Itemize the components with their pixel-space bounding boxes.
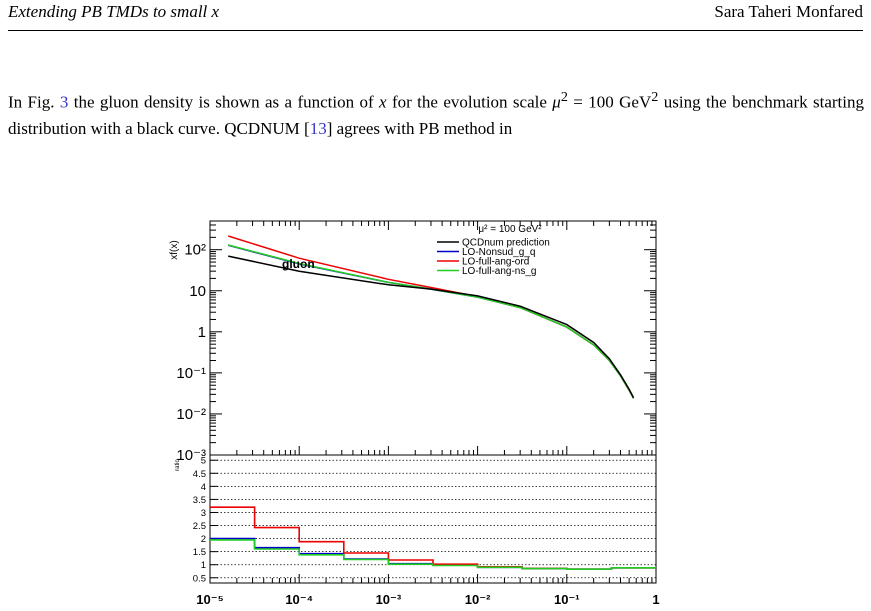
upper-y-tick-label: 10 (189, 283, 206, 300)
upper-panel-frame (209, 220, 657, 456)
upper-y-tick-label: 10⁻³ (176, 447, 206, 464)
x-tick-label: 10⁻⁵ (196, 592, 223, 607)
upper-ylabel: xf(x) (169, 240, 180, 259)
ratio-y-tick-label: 3.5 (193, 495, 206, 506)
series-line-qcdnum-prediction (228, 255, 635, 398)
gluon-annotation: gluon (282, 257, 315, 271)
ratio-y-tick-label: 4.5 (193, 469, 206, 480)
upper-y-tick-label: 10⁻² (176, 406, 206, 423)
figure-reference-link[interactable]: 3 (59, 92, 69, 112)
body-paragraph: In Fig. 3 the gluon density is shown as … (8, 89, 864, 138)
ratio-panel-frame (209, 454, 657, 584)
header-rule (8, 30, 863, 31)
legend-entry: LO-full-ang-ord (462, 257, 529, 268)
x-tick-label: 10⁻³ (376, 592, 402, 607)
x-tick-label: 1 (652, 592, 659, 607)
x-tick-label: 10⁻⁴ (285, 592, 313, 607)
ratio-y-tick-label: 5 (201, 456, 206, 467)
upper-y-tick-label: 1 (198, 324, 206, 341)
ratio-y-tick-label: 2.5 (193, 521, 206, 532)
ratio-step-series (210, 539, 656, 570)
ratio-y-tick-label: 3 (201, 508, 206, 519)
x-tick-label: 10⁻¹ (554, 592, 580, 607)
ratio-step-series (210, 506, 656, 570)
ratio-y-tick-label: 0.5 (193, 573, 206, 584)
upper-y-tick-label: 10⁻¹ (176, 365, 206, 382)
ratio-y-tick-label: 2 (201, 534, 206, 545)
running-header-author: Sara Taheri Monfared (714, 2, 863, 21)
x-tick-label: 10⁻² (465, 592, 491, 607)
ratio-y-tick-label: 1 (201, 560, 206, 571)
legend-header: μ² = 100 GeV² (478, 224, 542, 235)
ratio-y-tick-label: 4 (201, 482, 206, 493)
citation-link[interactable]: 13 (309, 118, 327, 138)
legend-entry: QCDnum prediction (462, 238, 550, 249)
upper-y-tick-label: 10² (184, 242, 206, 259)
legend-entry: LO-full-ang-ns_g (462, 266, 536, 277)
running-header-title: Extending PB TMDs to small x (8, 2, 220, 21)
ratio-y-tick-label: 1.5 (193, 547, 206, 558)
legend: μ² = 100 GeV² QCDnum predictionLO-Nonsud… (437, 224, 550, 277)
legend-entry: LO-Nonsud_g_q (462, 247, 535, 258)
ratio-ylabel: ratio (175, 459, 181, 471)
